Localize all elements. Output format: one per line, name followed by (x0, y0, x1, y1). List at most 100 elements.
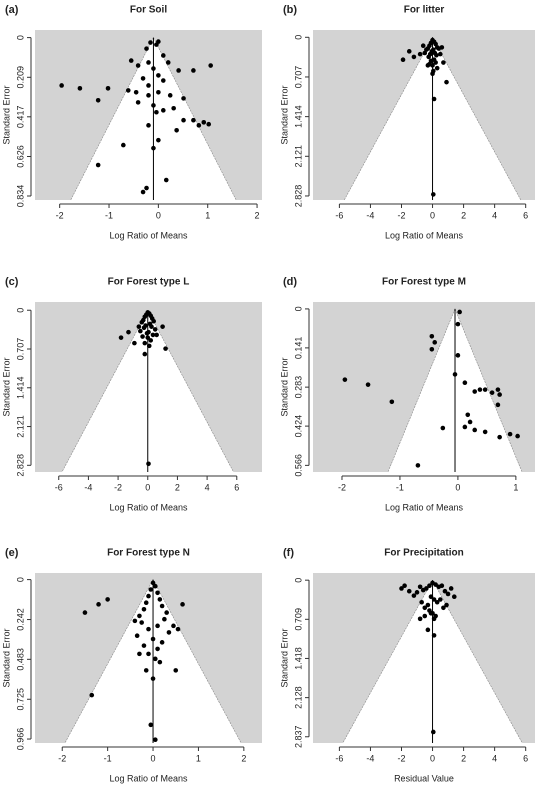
data-point (153, 656, 158, 662)
y-tick-label: 0.834 (15, 185, 25, 208)
data-point (144, 330, 150, 336)
data-point (135, 63, 141, 68)
funnel-edge (344, 37, 433, 200)
data-point (82, 610, 88, 615)
x-tick-label: 0 (430, 753, 435, 763)
data-point (389, 399, 395, 405)
funnel-edge (342, 580, 433, 743)
data-point (426, 54, 431, 60)
y-tick-label: 1.414 (15, 377, 25, 400)
panel: -2 -1 0 1 0 0.141 0.283 0.424 0.566 (d) For Forest… (279, 276, 535, 512)
y-tick-label: 0.707 (293, 66, 303, 89)
data-point (431, 192, 436, 197)
x-axis-label: Log Ratio of Means (109, 502, 188, 512)
data-point (159, 603, 165, 609)
y-axis-label: Standard Error (279, 85, 289, 144)
data-point (171, 623, 176, 629)
panel: -2 -1 0 1 2 0 0.209 0.417 0.626 0.834 (a) For Soil L… (1, 4, 262, 240)
x-tick-label: 1 (196, 753, 201, 763)
data-point (163, 346, 168, 351)
data-point (477, 387, 483, 392)
data-point (467, 419, 473, 425)
data-point (128, 58, 134, 63)
chart-title: For Soil (130, 5, 167, 16)
x-tick-label: -6 (335, 753, 343, 763)
data-point (457, 309, 462, 315)
x-tick-label: -4 (366, 753, 374, 763)
x-tick-label: -4 (366, 210, 374, 220)
data-point (153, 737, 158, 742)
y-axis-label: Standard Error (279, 628, 289, 687)
data-point (434, 65, 440, 71)
data-point (425, 602, 431, 608)
x-tick-label: -1 (104, 753, 112, 763)
data-point (451, 594, 457, 600)
data-point (155, 590, 160, 596)
x-tick-label: 6 (234, 482, 239, 492)
x-tick-label: -2 (397, 753, 405, 763)
chart-title: For litter (404, 5, 445, 16)
data-point (419, 599, 424, 605)
x-tick-label: -2 (114, 482, 122, 492)
x-tick-label: 2 (175, 482, 180, 492)
data-point (148, 722, 154, 728)
data-point (141, 325, 147, 331)
data-point (77, 86, 83, 91)
data-point (429, 346, 435, 352)
data-point (482, 387, 488, 392)
data-point (138, 328, 143, 334)
y-tick-label: 2.128 (293, 686, 303, 709)
data-point (146, 626, 151, 632)
x-tick-label: 2 (461, 210, 466, 220)
data-point (143, 668, 149, 673)
data-point (406, 49, 412, 54)
y-tick-label: 2.121 (293, 145, 303, 168)
data-point (422, 50, 428, 56)
x-tick-label: 2 (461, 753, 466, 763)
data-point (433, 60, 438, 65)
panel-label: (d) (283, 276, 297, 288)
funnel-edge (64, 579, 154, 743)
data-point (417, 584, 423, 590)
panel: -2 -1 0 1 2 0 0.242 0.483 0.725 0.966 (e) For Fores… (1, 547, 262, 783)
data-point (201, 120, 207, 125)
data-point (167, 93, 173, 98)
data-point (206, 121, 212, 127)
data-point (137, 613, 142, 619)
funnel-edge (147, 310, 234, 472)
data-point (430, 71, 435, 77)
data-point (181, 96, 186, 101)
data-point (431, 597, 437, 602)
data-point (191, 117, 196, 123)
y-axis-label: Standard Error (1, 357, 11, 416)
data-point (151, 66, 156, 71)
data-point (425, 63, 431, 68)
data-point (135, 100, 141, 105)
data-point (132, 618, 138, 624)
data-point (431, 96, 437, 102)
x-tick-label: -1 (396, 482, 404, 492)
data-point (472, 427, 478, 433)
data-point (148, 587, 154, 592)
data-point (157, 659, 163, 665)
data-point (141, 643, 147, 648)
data-point (154, 109, 159, 115)
data-point (118, 335, 124, 340)
data-point (156, 90, 161, 95)
data-point (173, 668, 179, 673)
data-point (121, 142, 126, 148)
data-point (438, 51, 443, 57)
y-tick-label: 0.424 (293, 415, 303, 438)
funnel-edge (454, 308, 523, 472)
data-point (428, 594, 434, 600)
data-point (152, 327, 158, 332)
data-point (140, 76, 146, 81)
data-point (439, 45, 445, 50)
x-tick-label: 0 (430, 210, 435, 220)
data-point (431, 729, 436, 735)
x-tick-label: 0 (145, 482, 150, 492)
data-point (136, 324, 142, 329)
data-point (415, 463, 421, 468)
data-point (151, 318, 156, 324)
data-point (441, 605, 446, 611)
